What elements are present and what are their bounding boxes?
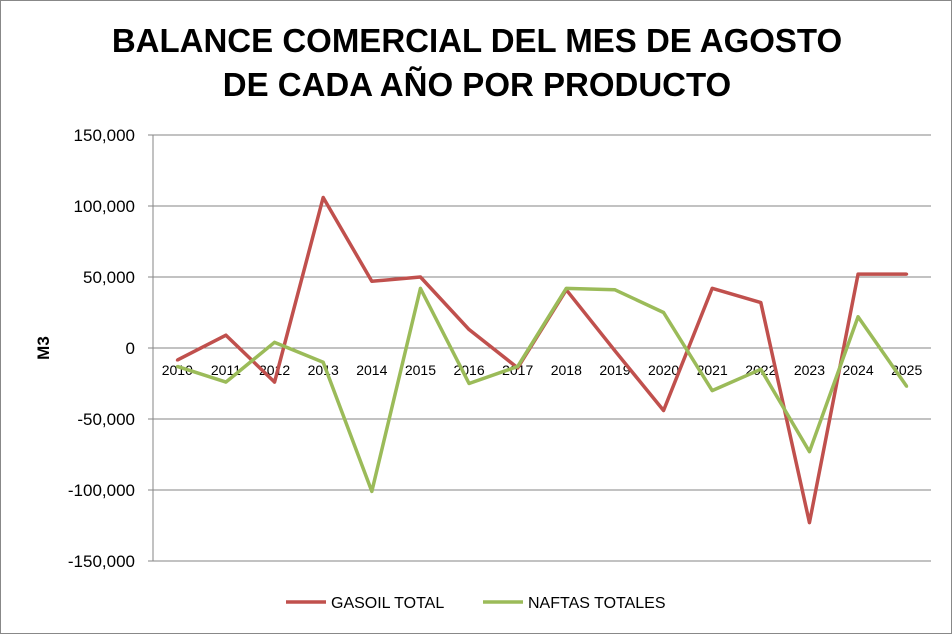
data-point [662,408,666,412]
data-point [321,195,325,199]
data-point [175,364,179,368]
data-point [613,349,617,353]
data-point [710,286,714,290]
data-point [564,286,568,290]
x-tick-label: 2020 [648,362,679,378]
x-tick-label: 2010 [162,362,193,378]
data-point [273,380,277,384]
series-line-gasoil [176,195,907,525]
data-point [370,279,374,283]
data-point [467,328,471,332]
data-point [516,364,520,368]
data-point [175,358,179,362]
y-tick-label: 100,000 [74,197,135,216]
x-tick-label: 2013 [308,362,339,378]
data-point [905,384,909,388]
data-point [418,275,422,279]
x-tick-label: 2024 [842,362,873,378]
x-tick-label: 2014 [356,362,387,378]
x-tick-label: 2011 [211,362,241,378]
data-point [613,288,617,292]
chart-title-line-1: BALANCE COMERCIAL DEL MES DE AGOSTO [111,22,843,59]
data-point [807,521,811,525]
y-tick-label: -50,000 [77,410,135,429]
data-point [224,333,228,337]
y-tick-label: 150,000 [74,126,135,145]
data-point [807,450,811,454]
y-tick-label: 0 [126,339,135,358]
data-point [273,340,277,344]
legend-label: GASOIL TOTAL [331,595,444,612]
data-point [856,272,860,276]
x-tick-label: 2021 [697,362,728,378]
y-axis-label: M3 [34,336,53,360]
series-line-naftas [176,286,909,494]
chart-title-line-2: DE CADA AÑO POR PRODUCTO [222,66,732,103]
y-tick-label: -150,000 [68,552,135,571]
x-tick-label: 2017 [502,362,533,378]
data-point [662,311,666,314]
chart-title: BALANCE COMERCIAL DEL MES DE AGOSTO DE C… [1,19,952,107]
data-point [418,286,422,290]
data-point [321,360,325,364]
data-point [467,382,471,385]
data-point [856,315,860,319]
y-tick-label: -100,000 [68,481,135,500]
x-tick-label: 2018 [551,362,582,378]
data-point [710,389,714,393]
data-point [759,367,763,371]
x-tick-label: 2015 [405,362,436,378]
data-point [224,380,228,384]
data-point [905,272,909,276]
x-tick-label: 2019 [599,362,630,378]
y-tick-label: 50,000 [83,268,135,287]
data-point [370,489,374,493]
data-point [759,301,763,305]
x-tick-label: 2023 [794,362,825,378]
legend-label: NAFTAS TOTALES [528,595,666,612]
